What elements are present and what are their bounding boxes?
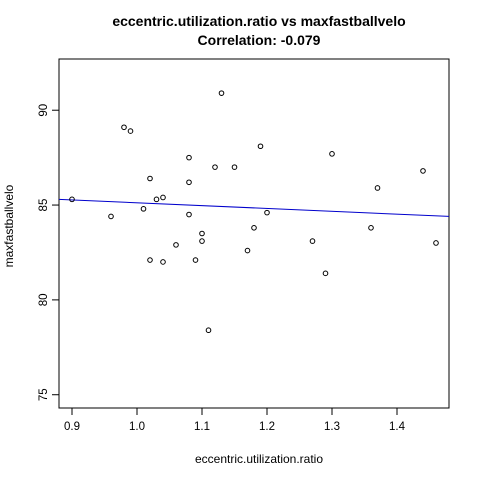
data-point-9 — [160, 259, 166, 265]
chart-marks: 0.9 1.0 1.1 1.2 1.3 1.4 75 80 85 90 — [38, 90, 450, 433]
y-tick-label-1: 80 — [38, 293, 50, 306]
x-tick-label-0: 0.9 — [64, 421, 80, 433]
data-point-27 — [329, 151, 335, 157]
x-tick-label-2: 1.1 — [194, 421, 210, 433]
y-tick-label-0: 75 — [38, 388, 50, 401]
data-point-5 — [147, 175, 153, 182]
data-point-14 — [192, 257, 199, 263]
data-point-30 — [420, 168, 426, 174]
data-point-18 — [212, 164, 218, 170]
data-point-2 — [121, 124, 127, 131]
regression-line — [58, 198, 450, 217]
data-point-20 — [231, 164, 238, 170]
chart-title: eccentric.utilization.ratio vs maxfastba… — [112, 13, 405, 29]
data-point-3 — [127, 128, 134, 134]
data-point-15 — [199, 230, 205, 237]
data-point-7 — [153, 196, 160, 203]
y-tick-label-3: 90 — [38, 104, 50, 117]
data-point-22 — [251, 225, 257, 231]
data-point-1 — [108, 213, 114, 220]
data-point-0 — [69, 196, 75, 203]
y-tick-label-2: 85 — [38, 199, 50, 212]
data-point-19 — [218, 90, 225, 96]
data-point-31 — [433, 240, 439, 246]
data-point-12 — [186, 179, 192, 186]
chart-subtitle: Correlation: -0.079 — [198, 32, 321, 48]
plot-frame — [58, 58, 450, 409]
x-tick-label-5: 1.4 — [389, 421, 406, 433]
x-tick-label-3: 1.2 — [259, 421, 275, 433]
data-point-16 — [199, 238, 205, 244]
data-point-25 — [309, 238, 316, 244]
x-tick-label-4: 1.3 — [324, 421, 340, 433]
data-point-28 — [368, 225, 374, 231]
data-point-6 — [147, 257, 153, 263]
x-axis-label: eccentric.utilization.ratio — [195, 452, 323, 466]
x-tick-label-1: 1.0 — [129, 421, 145, 433]
data-point-11 — [186, 154, 192, 161]
data-point-4 — [140, 206, 147, 212]
data-point-13 — [186, 211, 192, 218]
y-axis-label: maxfastballvelo — [2, 184, 16, 267]
data-point-29 — [374, 185, 381, 191]
data-point-23 — [257, 143, 264, 150]
data-point-17 — [205, 327, 212, 334]
data-point-10 — [173, 242, 179, 248]
data-point-24 — [264, 209, 270, 216]
data-point-8 — [160, 194, 166, 201]
data-point-26 — [322, 270, 329, 277]
data-point-21 — [244, 247, 251, 254]
